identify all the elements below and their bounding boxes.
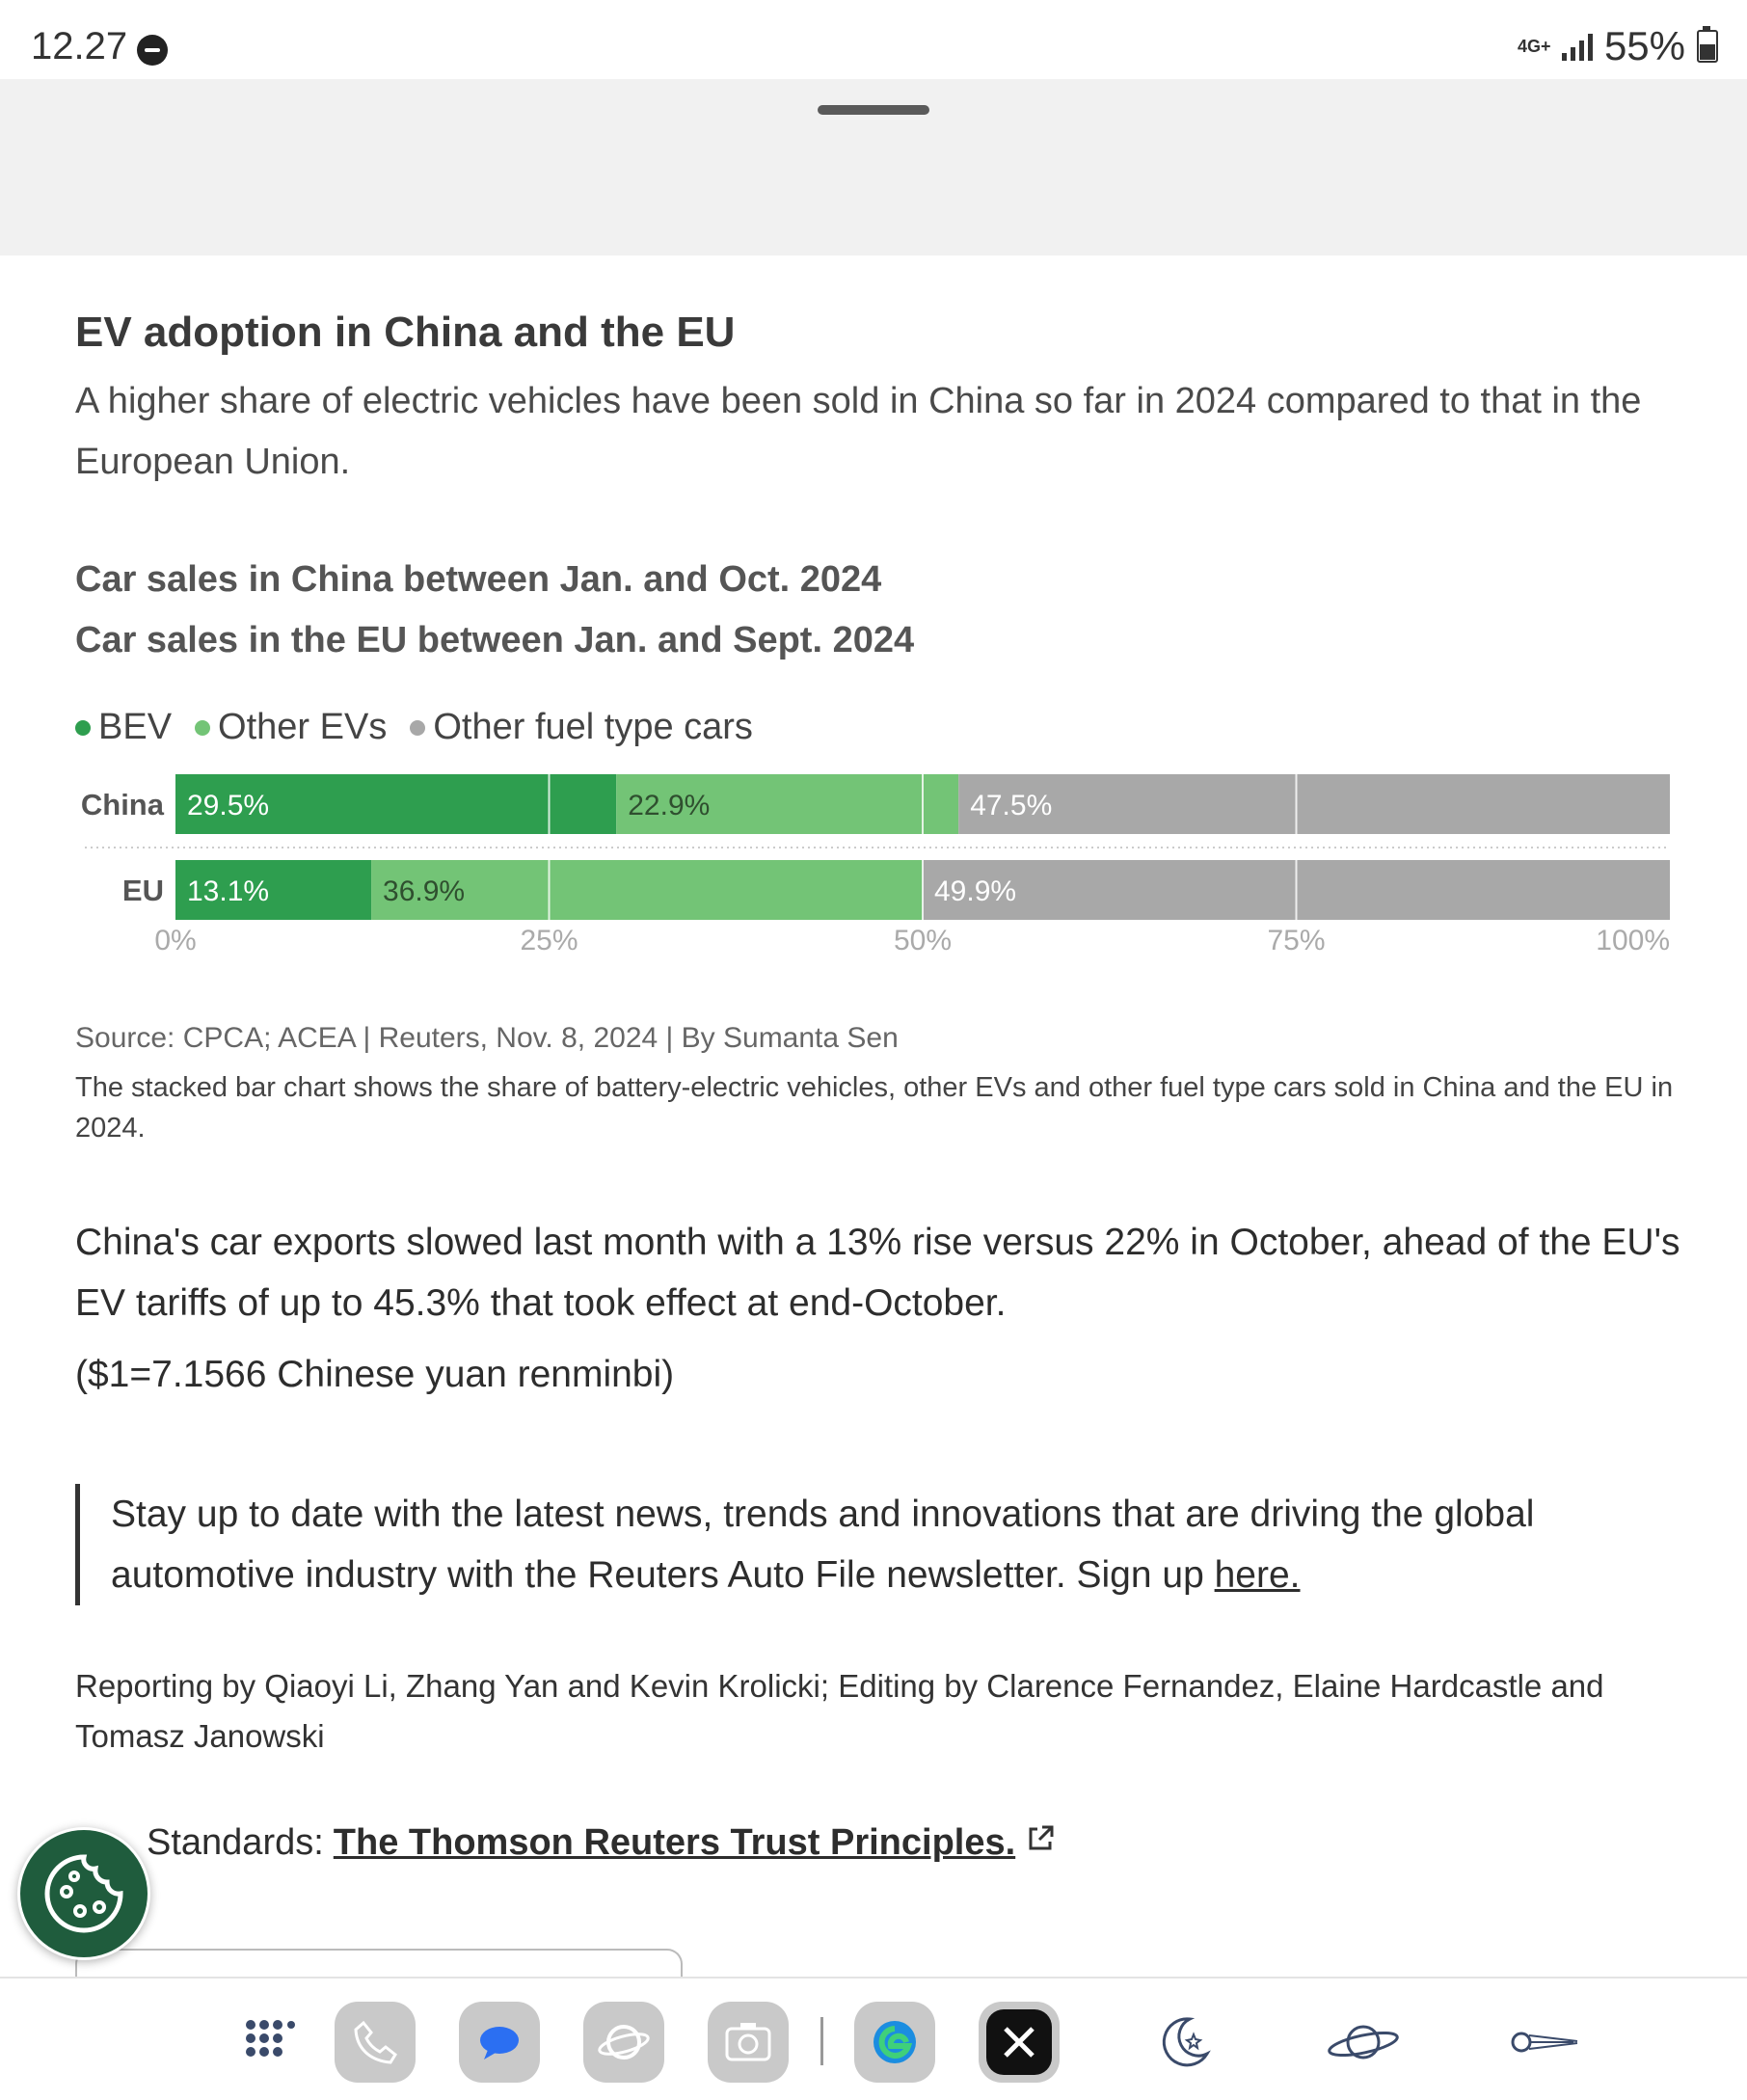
x-tick-label: 75% bbox=[1267, 925, 1325, 956]
edge-icon[interactable] bbox=[854, 2002, 935, 2083]
external-link-icon bbox=[1025, 1822, 1056, 1864]
article-paragraph: China's car exports slowed last month wi… bbox=[75, 1222, 1680, 1324]
x-tick-label: 50% bbox=[894, 925, 952, 956]
bar-value-label: 29.5% bbox=[187, 790, 269, 821]
bar-segment bbox=[175, 774, 617, 834]
bar-value-label: 22.9% bbox=[628, 790, 710, 821]
chart-source: Source: CPCA; ACEA | Reuters, Nov. 8, 20… bbox=[75, 1022, 899, 1054]
x-tick-label: 25% bbox=[520, 925, 578, 956]
planet-icon[interactable] bbox=[1323, 2002, 1404, 2083]
night-mode-icon[interactable] bbox=[1143, 2002, 1224, 2083]
chart-caption: The stacked bar chart shows the share of… bbox=[75, 1072, 1674, 1144]
network-type: 4G+ bbox=[1517, 37, 1551, 56]
cookie-settings-button[interactable] bbox=[17, 1827, 150, 1960]
dock-divider bbox=[820, 2017, 823, 2065]
sheet-header bbox=[0, 79, 1747, 256]
chart-subtitle: A higher share of electric vehicles have… bbox=[75, 381, 1642, 482]
x-tick-label: 100% bbox=[1596, 925, 1670, 956]
exchange-rate-note: ($1=7.1566 Chinese yuan renminbi) bbox=[75, 1354, 675, 1395]
newsletter-callout: Stay up to date with the latest news, tr… bbox=[75, 1484, 1676, 1605]
newsletter-signup-link[interactable]: here. bbox=[1214, 1554, 1301, 1596]
stacked-bar-chart: 29.5% 22.9% 47.5% China 13.1% 36.9% 49.9% EU 0% 2… bbox=[81, 774, 1670, 956]
standards-line: Standards: The Thomson Reuters Trust Pri… bbox=[147, 1822, 1056, 1864]
legend-label: Other fuel type cars bbox=[433, 707, 753, 747]
legend-label: Other EVs bbox=[218, 707, 388, 747]
standards-label: Standards: bbox=[147, 1822, 324, 1863]
chart-legend: BEV Other EVs Other fuel type cars bbox=[75, 707, 776, 748]
legend-item: Other EVs bbox=[195, 707, 387, 748]
status-time: 12.27 bbox=[31, 25, 128, 67]
phone-icon[interactable] bbox=[335, 2002, 416, 2083]
bar-segment bbox=[958, 774, 1670, 834]
x-icon[interactable] bbox=[979, 2002, 1060, 2083]
comet-icon[interactable] bbox=[1504, 2002, 1585, 2083]
category-label: China bbox=[81, 788, 165, 821]
battery-level: 55% bbox=[1603, 23, 1685, 68]
chart-title: EV adoption in China and the EU bbox=[75, 309, 736, 356]
chart-heading-eu: Car sales in the EU between Jan. and Sep… bbox=[75, 620, 915, 660]
legend-dot bbox=[195, 719, 211, 736]
camera-icon[interactable] bbox=[708, 2002, 789, 2083]
trust-principles-link[interactable]: The Thomson Reuters Trust Principles. bbox=[333, 1822, 1016, 1863]
legend-dot bbox=[410, 719, 426, 736]
battery-icon bbox=[1697, 26, 1718, 63]
messages-icon[interactable] bbox=[459, 2002, 540, 2083]
bar-value-label: 49.9% bbox=[934, 875, 1016, 907]
legend-item: BEV bbox=[75, 707, 172, 748]
browser-icon[interactable] bbox=[583, 2002, 664, 2083]
app-drawer-icon[interactable] bbox=[228, 2002, 309, 2083]
legend-label: BEV bbox=[98, 707, 173, 747]
category-label: EU bbox=[122, 874, 164, 907]
reporting-credits: Reporting by Qiaoyi Li, Zhang Yan and Ke… bbox=[75, 1668, 1604, 1754]
cookie-icon bbox=[44, 1854, 123, 1933]
chart-heading-china: Car sales in China between Jan. and Oct.… bbox=[75, 559, 882, 600]
bar-segment bbox=[616, 774, 959, 834]
bar-value-label: 36.9% bbox=[383, 875, 465, 907]
x-tick-label: 0% bbox=[154, 925, 196, 956]
legend-dot bbox=[75, 719, 91, 736]
app-dock bbox=[0, 1977, 1747, 2100]
do-not-disturb-icon bbox=[137, 35, 168, 66]
bar-value-label: 13.1% bbox=[187, 875, 269, 907]
drag-handle[interactable] bbox=[818, 105, 929, 115]
status-bar: 12.27 4G+ 55% bbox=[0, 0, 1747, 79]
legend-item: Other fuel type cars bbox=[410, 707, 753, 748]
newsletter-text: Stay up to date with the latest news, tr… bbox=[111, 1494, 1535, 1596]
signal-icon bbox=[1561, 32, 1593, 61]
bar-segment bbox=[371, 860, 923, 920]
status-right: 4G+ 55% bbox=[1518, 23, 1718, 69]
bar-segment bbox=[175, 860, 372, 920]
bar-value-label: 47.5% bbox=[970, 790, 1052, 821]
